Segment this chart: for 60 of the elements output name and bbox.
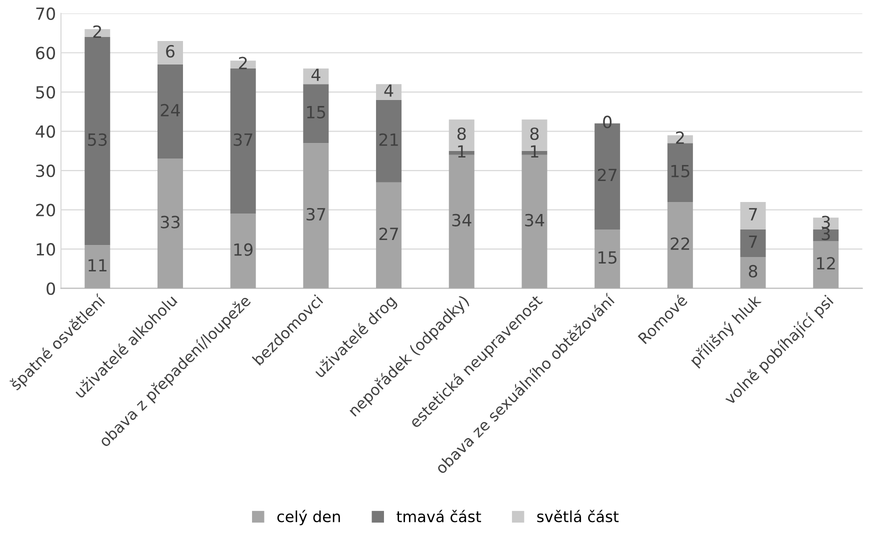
y-tick-label: 40 (36, 125, 55, 138)
data-label: 3 (822, 228, 830, 240)
data-label: 2 (93, 25, 102, 38)
data-label: 8 (457, 127, 466, 140)
data-label: 34 (525, 214, 544, 226)
bar (740, 229, 766, 257)
data-label: 4 (384, 84, 394, 97)
data-label: 24 (160, 104, 180, 116)
bar (230, 68, 256, 214)
data-label: 53 (88, 133, 107, 146)
y-tick-label: 70 (36, 7, 55, 20)
data-label: 4 (311, 68, 320, 81)
bar (594, 229, 620, 288)
data-label: 21 (379, 133, 398, 146)
bar (667, 202, 693, 288)
data-label: 8 (748, 264, 758, 278)
data-label: 12 (817, 257, 835, 270)
bar (84, 37, 110, 246)
data-label: 2 (239, 56, 247, 70)
y-tick-label: 30 (36, 164, 55, 178)
data-label: 33 (160, 216, 180, 228)
bar (813, 218, 839, 230)
bar (157, 64, 183, 159)
y-tick-label: 60 (36, 46, 55, 60)
bar (667, 143, 693, 202)
y-tick-label: 0 (46, 282, 55, 295)
legend-label: celý den (277, 510, 340, 526)
bar (230, 214, 256, 288)
bar (813, 241, 839, 288)
y-tick-label: 10 (36, 243, 55, 256)
data-label: 15 (598, 251, 616, 264)
y-tick-label: 50 (36, 86, 55, 99)
data-label: 27 (598, 168, 617, 182)
bar (740, 202, 766, 230)
bar (157, 40, 183, 65)
legend-label: tmavá část (396, 510, 482, 522)
bar (740, 256, 766, 288)
data-label: 15 (307, 106, 326, 118)
data-label: 15 (671, 164, 690, 178)
data-label: 6 (166, 44, 174, 58)
data-label: 8 (530, 127, 539, 140)
data-label: 37 (306, 208, 326, 221)
bar (376, 100, 402, 182)
data-label: 34 (452, 214, 472, 226)
bar (376, 84, 402, 100)
data-label: 11 (88, 259, 106, 272)
data-label: 27 (379, 228, 398, 240)
data-label: 19 (234, 243, 253, 256)
bar (303, 143, 329, 288)
data-label: 22 (670, 237, 690, 250)
legend-label: světlá část (537, 510, 619, 522)
data-label: 7 (749, 208, 757, 220)
bar (84, 245, 110, 288)
bar (303, 84, 329, 144)
data-label: 2 (676, 131, 684, 144)
y-tick-label: 20 (36, 204, 55, 216)
bar (157, 158, 183, 288)
data-label: 3 (822, 216, 830, 228)
data-label: 7 (749, 236, 757, 248)
bar (376, 182, 402, 288)
